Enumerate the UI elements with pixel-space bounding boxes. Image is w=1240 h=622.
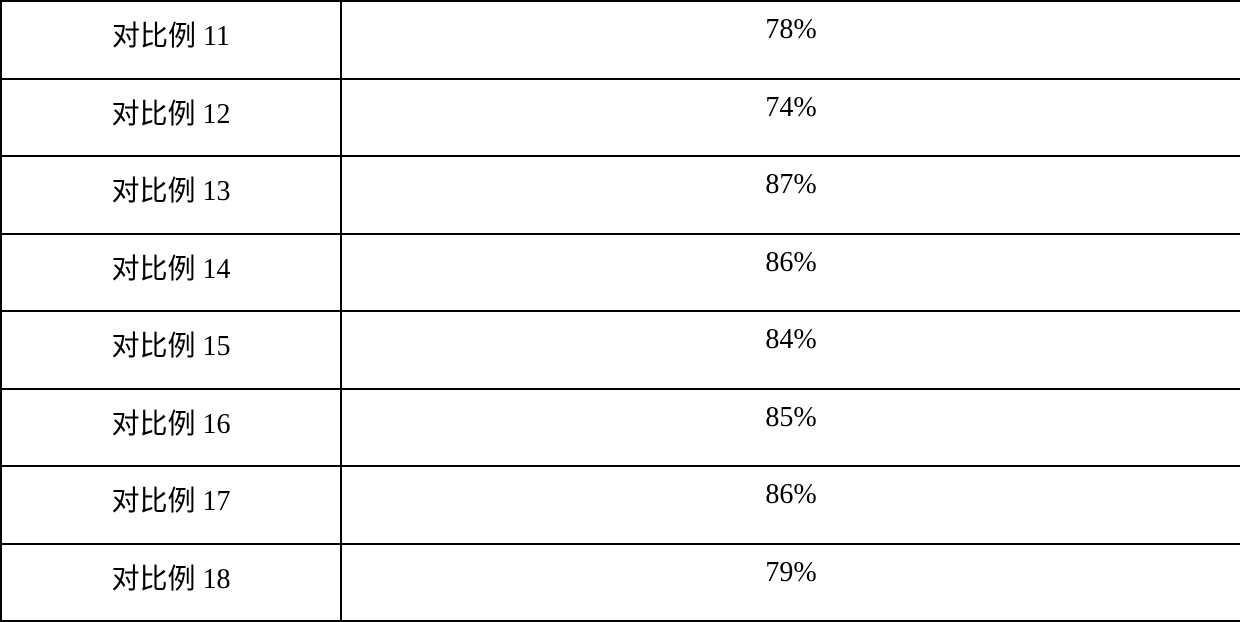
row-value: 79% bbox=[341, 544, 1240, 622]
table-row: 对比例 18 79% bbox=[1, 544, 1240, 622]
comparison-table: 对比例 11 78% 对比例 12 74% 对比例 13 87% 对比例 14 … bbox=[0, 0, 1240, 622]
row-label: 对比例 12 bbox=[1, 79, 341, 157]
row-label: 对比例 14 bbox=[1, 234, 341, 312]
row-value: 86% bbox=[341, 234, 1240, 312]
row-value: 74% bbox=[341, 79, 1240, 157]
row-value: 86% bbox=[341, 466, 1240, 544]
row-value: 87% bbox=[341, 156, 1240, 234]
table-row: 对比例 15 84% bbox=[1, 311, 1240, 389]
table-row: 对比例 17 86% bbox=[1, 466, 1240, 544]
row-label: 对比例 18 bbox=[1, 544, 341, 622]
row-value: 84% bbox=[341, 311, 1240, 389]
row-label: 对比例 13 bbox=[1, 156, 341, 234]
table-row: 对比例 12 74% bbox=[1, 79, 1240, 157]
table-row: 对比例 13 87% bbox=[1, 156, 1240, 234]
table-row: 对比例 11 78% bbox=[1, 1, 1240, 79]
row-value: 85% bbox=[341, 389, 1240, 467]
table-row: 对比例 14 86% bbox=[1, 234, 1240, 312]
row-label: 对比例 16 bbox=[1, 389, 341, 467]
row-label: 对比例 11 bbox=[1, 1, 341, 79]
row-label: 对比例 15 bbox=[1, 311, 341, 389]
row-label: 对比例 17 bbox=[1, 466, 341, 544]
comparison-table-container: 对比例 11 78% 对比例 12 74% 对比例 13 87% 对比例 14 … bbox=[0, 0, 1240, 622]
table-row: 对比例 16 85% bbox=[1, 389, 1240, 467]
row-value: 78% bbox=[341, 1, 1240, 79]
